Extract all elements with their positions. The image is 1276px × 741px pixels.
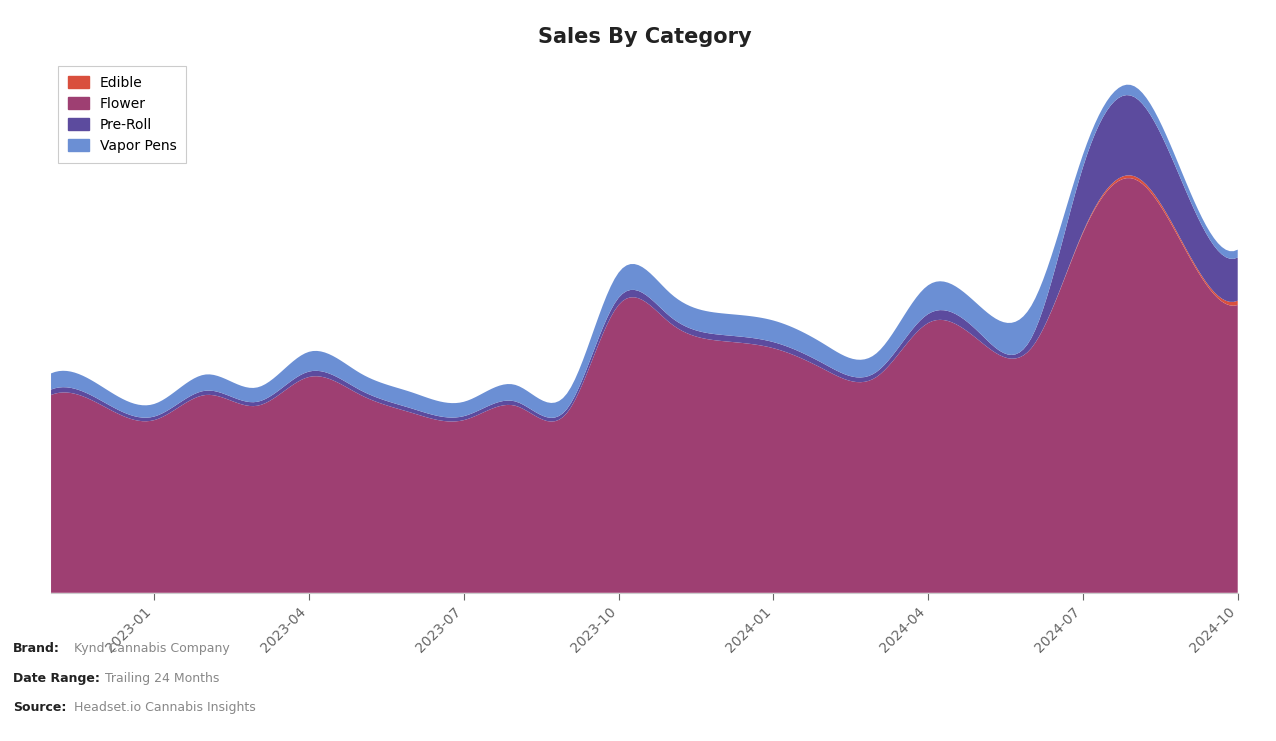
Text: Headset.io Cannabis Insights: Headset.io Cannabis Insights: [74, 702, 255, 714]
Legend: Edible, Flower, Pre-Roll, Vapor Pens: Edible, Flower, Pre-Roll, Vapor Pens: [57, 66, 186, 162]
Text: Trailing 24 Months: Trailing 24 Months: [105, 672, 219, 685]
Title: Sales By Category: Sales By Category: [537, 27, 752, 47]
Text: Source:: Source:: [13, 702, 66, 714]
Text: Kynd Cannabis Company: Kynd Cannabis Company: [74, 642, 230, 655]
Text: Brand:: Brand:: [13, 642, 60, 655]
Text: Date Range:: Date Range:: [13, 672, 100, 685]
